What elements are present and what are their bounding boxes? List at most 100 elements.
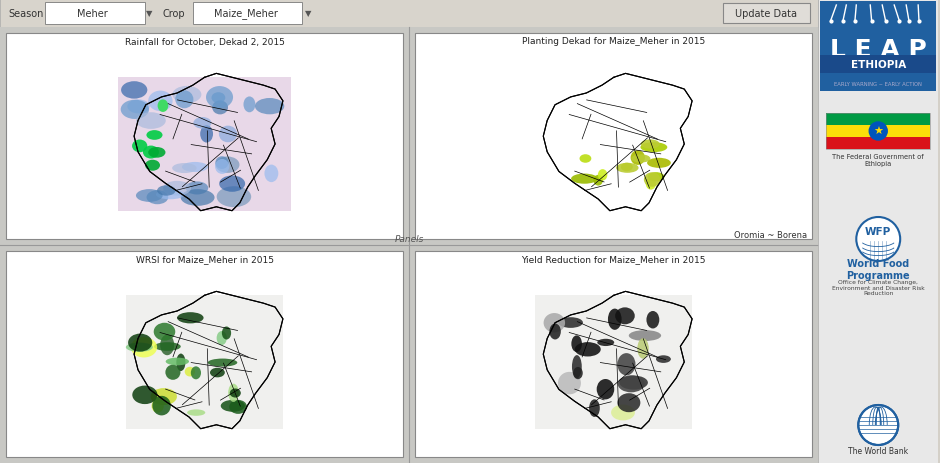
Text: Oromia ~ Borena: Oromia ~ Borena [734, 231, 807, 239]
Bar [821, 2, 936, 92]
Ellipse shape [152, 396, 171, 415]
Ellipse shape [619, 376, 648, 390]
Text: Yield Reduction for Maize_Meher in 2015: Yield Reduction for Maize_Meher in 2015 [522, 255, 706, 264]
Text: WRSI for Maize_Meher in 2015: WRSI for Maize_Meher in 2015 [135, 255, 274, 264]
Ellipse shape [618, 375, 645, 393]
Text: Rainfall for October, Dekad 2, 2015: Rainfall for October, Dekad 2, 2015 [125, 38, 285, 46]
Ellipse shape [158, 100, 168, 113]
Ellipse shape [215, 157, 240, 174]
Ellipse shape [154, 343, 180, 351]
Ellipse shape [177, 354, 185, 371]
Bar [415, 251, 812, 457]
Ellipse shape [574, 342, 601, 357]
Ellipse shape [616, 163, 638, 174]
Bar [126, 296, 283, 429]
Text: The World Bank: The World Bank [848, 446, 908, 456]
Ellipse shape [145, 160, 160, 171]
Bar [0, 0, 819, 28]
Bar [536, 78, 692, 211]
Text: Meher: Meher [77, 9, 108, 19]
Ellipse shape [264, 165, 278, 183]
Circle shape [869, 122, 888, 141]
Text: EARLY WARNING ~ EARLY ACTION: EARLY WARNING ~ EARLY ACTION [835, 82, 922, 88]
Ellipse shape [215, 157, 228, 169]
Ellipse shape [132, 140, 148, 153]
Ellipse shape [165, 365, 180, 380]
Bar [826, 114, 931, 126]
Ellipse shape [589, 400, 600, 417]
Bar [6, 251, 403, 457]
Ellipse shape [216, 332, 227, 345]
Ellipse shape [147, 191, 168, 205]
Ellipse shape [131, 338, 157, 358]
Ellipse shape [243, 97, 256, 113]
Ellipse shape [177, 313, 204, 324]
Ellipse shape [597, 379, 614, 400]
Ellipse shape [215, 160, 229, 175]
Text: Planting Dekad for Maize_Meher in 2015: Planting Dekad for Maize_Meher in 2015 [522, 38, 705, 46]
Ellipse shape [580, 155, 591, 163]
Text: Season: Season [8, 9, 43, 19]
Ellipse shape [543, 313, 565, 333]
Ellipse shape [637, 338, 649, 359]
Text: Maize_Meher: Maize_Meher [213, 8, 277, 19]
Ellipse shape [175, 91, 194, 109]
Ellipse shape [156, 190, 184, 200]
Text: Update Data: Update Data [735, 9, 797, 19]
Ellipse shape [228, 384, 239, 402]
Ellipse shape [212, 101, 228, 115]
Ellipse shape [216, 187, 251, 208]
Ellipse shape [641, 140, 660, 149]
Ellipse shape [120, 100, 149, 120]
Ellipse shape [164, 181, 191, 196]
Ellipse shape [136, 113, 165, 130]
Text: Panels: Panels [395, 234, 424, 244]
Ellipse shape [640, 143, 667, 153]
Ellipse shape [615, 308, 634, 325]
Ellipse shape [128, 334, 152, 352]
Ellipse shape [133, 386, 158, 404]
Ellipse shape [608, 309, 621, 330]
Ellipse shape [647, 158, 671, 169]
Ellipse shape [157, 186, 176, 196]
Ellipse shape [208, 359, 237, 367]
Ellipse shape [180, 190, 214, 206]
Ellipse shape [160, 335, 174, 356]
Ellipse shape [150, 388, 177, 405]
Ellipse shape [632, 155, 650, 163]
Ellipse shape [644, 173, 661, 188]
Circle shape [856, 218, 901, 262]
Ellipse shape [165, 358, 189, 365]
Ellipse shape [221, 400, 245, 412]
Bar [536, 296, 692, 429]
FancyBboxPatch shape [45, 3, 145, 25]
Ellipse shape [191, 367, 201, 380]
Ellipse shape [572, 355, 582, 378]
Text: Crop: Crop [163, 9, 185, 19]
Bar [6, 34, 403, 239]
Bar [118, 78, 290, 211]
Ellipse shape [611, 405, 634, 420]
Ellipse shape [629, 331, 661, 341]
Ellipse shape [149, 148, 165, 158]
Bar [826, 138, 931, 150]
Ellipse shape [229, 400, 247, 414]
Ellipse shape [255, 99, 284, 115]
Text: ★: ★ [873, 127, 884, 137]
Ellipse shape [182, 163, 208, 173]
Ellipse shape [598, 170, 607, 181]
Text: The Federal Government of
Ethiopia: The Federal Government of Ethiopia [833, 154, 924, 167]
FancyBboxPatch shape [193, 3, 303, 25]
Ellipse shape [631, 151, 645, 166]
Ellipse shape [127, 100, 149, 114]
Ellipse shape [187, 409, 205, 416]
Text: WFP: WFP [865, 226, 891, 237]
Text: ETHIOPIA: ETHIOPIA [851, 60, 906, 70]
Ellipse shape [656, 356, 671, 363]
Ellipse shape [620, 163, 633, 172]
Ellipse shape [593, 175, 603, 186]
Ellipse shape [647, 311, 659, 329]
Ellipse shape [573, 367, 583, 379]
Ellipse shape [648, 173, 665, 182]
Text: Office for Climate Change,
Environment and Disaster Risk
Reduction: Office for Climate Change, Environment a… [832, 279, 925, 296]
